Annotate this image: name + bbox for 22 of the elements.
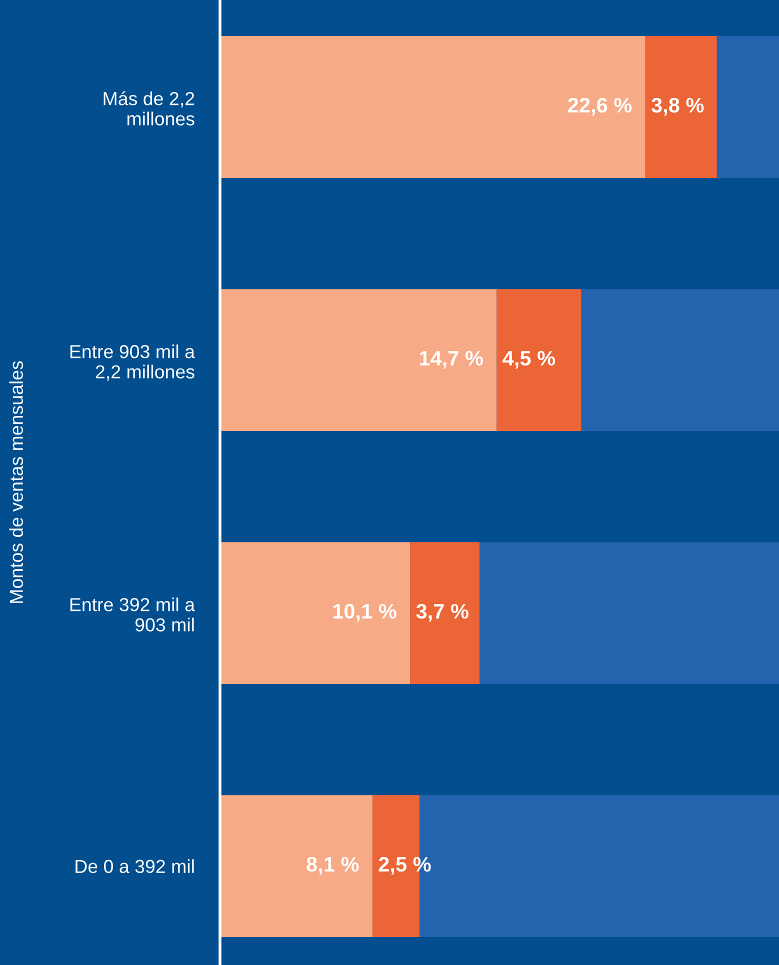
bar [716, 36, 779, 178]
bar [480, 542, 779, 684]
data-label: 4,5 % [502, 350, 556, 369]
bar [645, 36, 717, 178]
bar [220, 542, 410, 684]
bar [496, 289, 582, 432]
bar [220, 289, 497, 432]
data-label: 3,7 % [416, 604, 468, 622]
data-label: 10,1 % [333, 604, 396, 622]
bar [581, 289, 779, 432]
data-label: 22,6 % [568, 98, 632, 116]
y-tick-label: Entre 392 mil a 903 mil [70, 598, 196, 632]
y-tick-label: Entre 903 mil a 2,2 millones [70, 344, 196, 381]
y-axis-title: Montos de ventas mensuales [9, 361, 24, 603]
data-label: 14,7 % [420, 350, 483, 369]
y-tick-label: Más de 2,2 millones [104, 91, 194, 126]
bar [410, 542, 480, 684]
y-tick-label: De 0 a 392 mil [76, 859, 194, 874]
data-label: 3,8 % [651, 98, 704, 116]
bar [220, 36, 646, 178]
data-label: 8,1 % [306, 856, 359, 875]
bar [220, 795, 372, 938]
